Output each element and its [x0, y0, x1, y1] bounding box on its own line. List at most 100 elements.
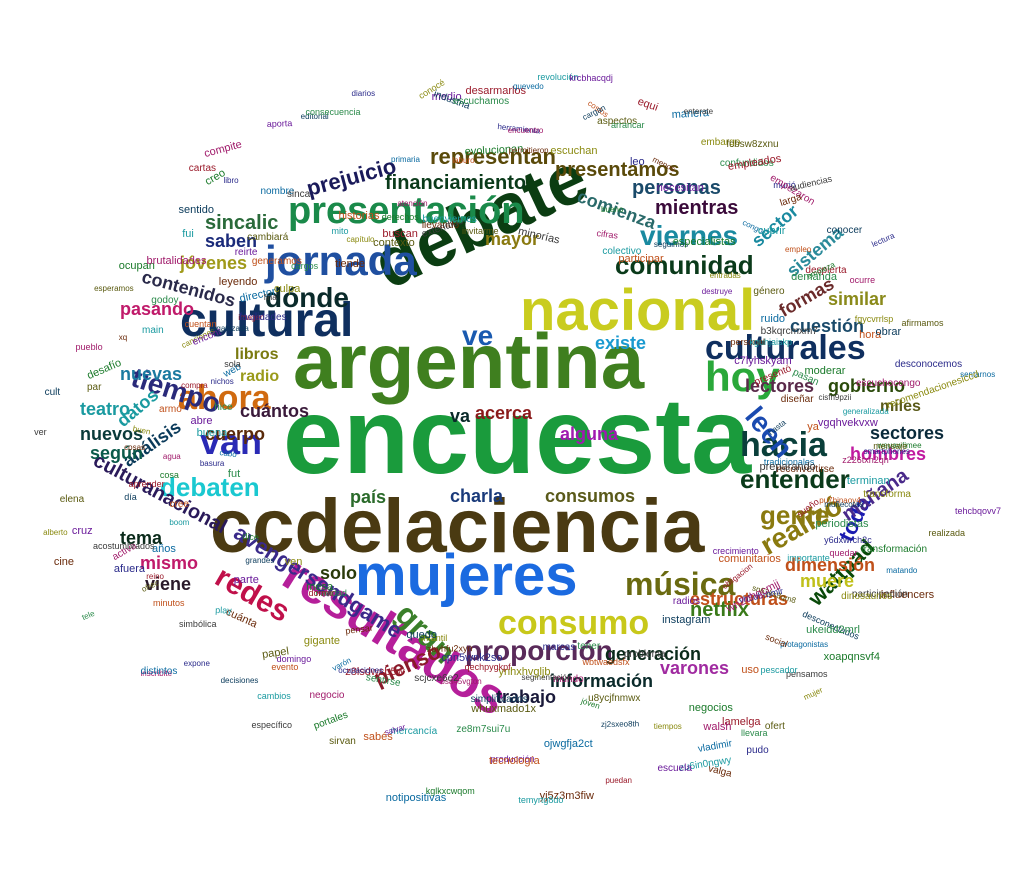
- small-word-uso: uso: [741, 663, 760, 676]
- small-word-tradicionales: tradicionales: [763, 456, 815, 467]
- word-presentamos: presentamos: [555, 159, 680, 181]
- small-word-pueblo: pueblo: [75, 341, 103, 352]
- small-word-ukeidd2mrl: ukeidd2mrl: [806, 624, 860, 637]
- word-saben: saben: [205, 231, 258, 251]
- small-word-fut: fut: [227, 468, 241, 481]
- small-word-permitieron: permitieron: [508, 145, 549, 155]
- small-word-aspectos: aspectos: [597, 116, 638, 128]
- small-word-generamos: generamos: [251, 255, 302, 267]
- small-word-ojwgfja2ct: ojwgfja2ct: [543, 737, 593, 750]
- small-word-transformacion: transformación: [860, 543, 928, 555]
- small-word-xoapqnsvf4: xoapqnsvf4: [823, 651, 880, 664]
- small-word-instagram: instagram: [662, 614, 711, 627]
- small-word-sirvan: sirvan: [329, 735, 356, 747]
- small-word-reirte: reirte: [234, 246, 258, 258]
- small-word-fgycvrrlsp: fgycvrrlsp: [854, 313, 894, 324]
- small-word-sabes: sabés: [363, 731, 393, 744]
- word-informacion: información: [550, 671, 654, 691]
- small-word-whuxmado1x: whuxmado1x: [471, 703, 537, 716]
- small-word-terminan: terminan: [846, 475, 890, 488]
- small-word-armo: armó: [159, 403, 182, 415]
- small-word-necesitan: necesitan: [656, 181, 704, 194]
- small-word-ynhxhvgljb: ynhxhvgljb: [498, 665, 551, 678]
- small-word-medio: medio: [431, 90, 462, 103]
- word-consumos: consumos: [545, 486, 636, 506]
- small-word-primaria: primaria: [391, 155, 420, 165]
- small-word-brutalidades: brutalidades: [146, 255, 207, 268]
- small-word-tiempos: tiempos: [653, 722, 682, 732]
- small-word-dinosaurios: dinosaurios: [841, 591, 893, 603]
- word-dimension: dimensión: [785, 555, 876, 575]
- word-cultural: cultural: [180, 294, 354, 347]
- small-word-lectura: lectura: [870, 230, 897, 249]
- small-word-ven: ven: [284, 555, 303, 568]
- small-word-buenviernes: buenviernes: [422, 213, 477, 225]
- small-word-mito: mito: [331, 225, 349, 236]
- small-word-acostumbrados: acostumbrados: [93, 541, 155, 552]
- word-similar: similar: [828, 289, 887, 309]
- small-word-ya: ya: [807, 420, 819, 433]
- small-word-zbvhfu2xyn: zbvhfu2xyn: [426, 642, 473, 654]
- small-word-llevando: llevando: [421, 219, 460, 231]
- small-word-ver: ver: [34, 427, 47, 438]
- small-word-quevedo: quevedo: [512, 81, 544, 91]
- small-word-social: social: [763, 631, 789, 649]
- word-ve: ve: [462, 320, 494, 351]
- small-word-cargos: cargos: [291, 261, 319, 272]
- word-hombres: hombres: [850, 444, 927, 464]
- word-cuerpo: cuerpo: [205, 424, 266, 444]
- small-word-sentarnos: sentarnos: [960, 369, 996, 379]
- small-word-leyendo: leyendo: [218, 276, 258, 289]
- small-word-dormir: dormir: [308, 587, 335, 598]
- small-word-z226txh2qh: z226txh2qh: [842, 454, 889, 465]
- word-jovenes: jóvenes: [180, 253, 248, 273]
- small-word-y6dxwrch2c: y6dxwrch2c: [824, 534, 872, 545]
- small-word-par: par: [86, 381, 102, 393]
- word-encuesta: encuesta: [283, 375, 752, 496]
- small-word-personal: personal: [730, 336, 766, 347]
- small-word-navidad: navidad: [315, 587, 347, 598]
- word-viernes: viernes: [640, 220, 739, 251]
- word-nuevos: nuevos: [80, 424, 144, 444]
- small-word-compra: compra: [181, 380, 208, 390]
- small-word-buscan: buscan: [382, 228, 418, 241]
- small-word-mesa: mesa: [306, 581, 334, 594]
- small-word-kguhjaiskp: kguhjaiskp: [749, 336, 792, 347]
- small-word-matando: matando: [886, 565, 918, 575]
- small-word-afirmamos: afirmamos: [901, 317, 944, 328]
- word-estructuras: estructuras: [690, 589, 789, 609]
- small-word-godoy: godoy: [151, 295, 179, 307]
- small-word-buena: buena: [196, 426, 228, 439]
- small-word-simbolica: simbólica: [178, 619, 217, 630]
- small-word-puedan: puedan: [605, 775, 633, 785]
- word-trabajo: trabajo: [496, 687, 557, 707]
- small-word-cpn5wnk2so: cpn5wnk2so: [441, 651, 503, 664]
- word-presentacion: presentación: [288, 190, 525, 232]
- small-word-produccion: producción: [490, 754, 535, 765]
- small-word-llevara: llevara: [741, 727, 768, 738]
- small-word-empleo: empleo: [784, 245, 812, 255]
- small-word-cree: cree: [169, 499, 189, 511]
- small-word-desarmarlos: desarmarlos: [465, 84, 527, 97]
- word-netflix: netflix: [690, 599, 749, 621]
- word-proporcion: proporción: [465, 635, 613, 666]
- word-varones: varones: [660, 658, 730, 678]
- word-muere: muere: [800, 571, 855, 591]
- small-word-crecimiento: crecimiento: [712, 546, 759, 557]
- small-word-nichos: nichos: [210, 376, 234, 386]
- small-word-wbtwaedsfx: wbtwaedsfx: [582, 657, 630, 668]
- small-word-escuchocongo: escuchocongo: [856, 377, 921, 389]
- small-word-ruido: ruido: [760, 312, 786, 325]
- word-viene: viene: [145, 574, 192, 594]
- small-word-empleados: empleados: [727, 152, 783, 173]
- small-word-tele: tele: [80, 608, 97, 622]
- small-word-negocio: negocio: [309, 690, 345, 702]
- word-generacion: generación: [605, 644, 702, 664]
- small-word-derechos: derechos: [381, 211, 419, 222]
- small-word-disenar: diseñar: [780, 394, 814, 406]
- word-segun: según: [90, 443, 144, 463]
- small-word-b3kqrcmxm7: b3kqrcmxm7: [760, 326, 818, 338]
- word-cuantos: cuántos: [240, 401, 310, 421]
- word-libros: libros: [235, 346, 279, 363]
- small-word-invitarme: invitarme: [462, 225, 499, 236]
